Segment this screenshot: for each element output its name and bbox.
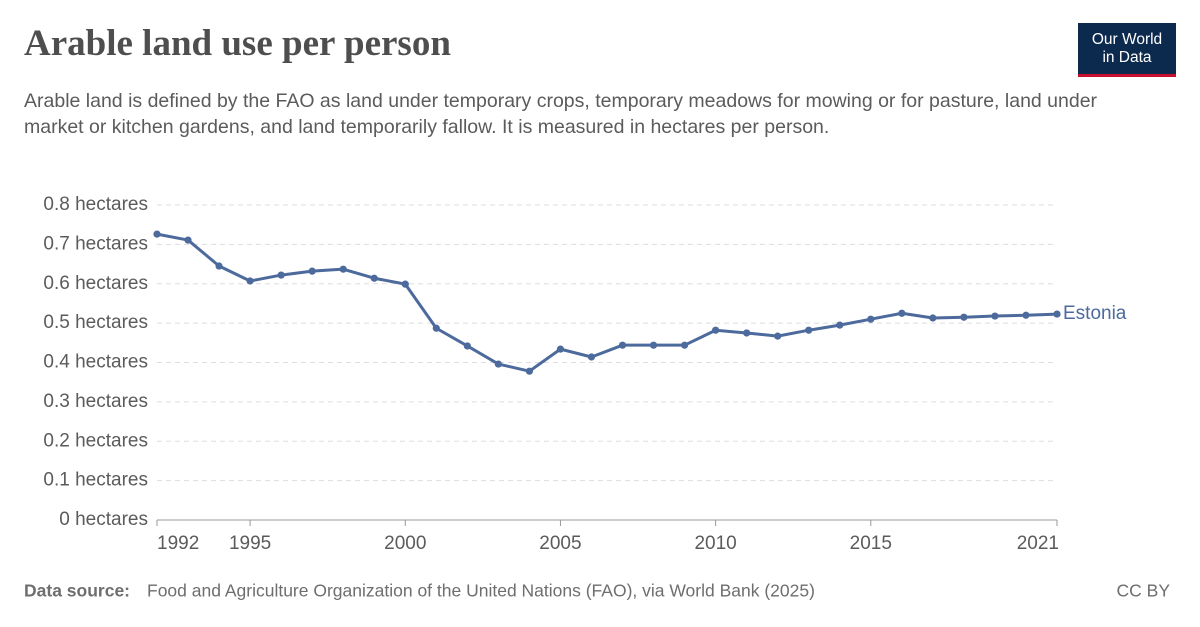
- data-point: [463, 342, 471, 350]
- data-point: [215, 262, 223, 270]
- data-point: [277, 271, 285, 279]
- data-point: [1022, 311, 1030, 319]
- data-point: [867, 315, 875, 323]
- x-tick-label: 2021: [1017, 533, 1059, 554]
- data-point: [649, 341, 658, 349]
- data-point: [339, 265, 347, 273]
- y-tick-label: 0.7 hectares: [43, 233, 148, 254]
- y-tick-label: 0.4 hectares: [43, 352, 148, 373]
- data-point: [184, 236, 192, 244]
- license: CC BY: [1117, 581, 1171, 601]
- data-point: [805, 326, 813, 334]
- data-point: [494, 360, 502, 368]
- data-point: [525, 367, 534, 375]
- x-tick-label: 1995: [229, 533, 271, 554]
- data-point: [370, 274, 378, 282]
- series-label: Estonia: [1063, 303, 1127, 324]
- source-label: Data source:: [24, 581, 130, 601]
- y-tick-label: 0 hectares: [59, 509, 148, 530]
- data-point: [743, 329, 751, 337]
- data-point: [618, 341, 627, 349]
- x-tick-label: 2015: [850, 533, 892, 554]
- data-point: [308, 267, 316, 275]
- x-tick-label: 2005: [539, 533, 581, 554]
- data-point: [836, 321, 844, 329]
- data-point: [680, 341, 689, 349]
- chart-subtitle: Arable land is defined by the FAO as lan…: [24, 90, 1098, 138]
- data-point: [556, 345, 565, 353]
- logo-line: in Data: [1102, 49, 1152, 66]
- data-point: [401, 280, 409, 288]
- logo[interactable]: Our World in Data: [1078, 23, 1176, 77]
- data-point: [587, 353, 596, 361]
- x-tick-label: 2010: [694, 533, 736, 554]
- y-tick-label: 0.8 hectares: [43, 194, 148, 215]
- y-tick-label: 0.5 hectares: [43, 312, 148, 333]
- data-point: [712, 326, 720, 334]
- logo-line: Our World: [1091, 31, 1163, 48]
- x-tick-label: 1992: [157, 533, 199, 554]
- data-point: [960, 313, 968, 321]
- data-point: [991, 312, 999, 320]
- data-point: [929, 314, 937, 322]
- data-point: [432, 324, 440, 332]
- x-tick-label: 2000: [384, 533, 426, 554]
- data-point: [246, 277, 254, 285]
- data-point: [153, 230, 161, 238]
- y-tick-label: 0.6 hectares: [43, 273, 148, 294]
- data-point: [774, 332, 782, 340]
- y-tick-label: 0.3 hectares: [43, 391, 148, 412]
- data-point: [898, 309, 906, 317]
- data-point: [1053, 310, 1061, 318]
- chart-title: Arable land use per person: [24, 23, 451, 64]
- y-tick-label: 0.2 hectares: [43, 430, 148, 451]
- y-tick-label: 0.1 hectares: [43, 470, 148, 491]
- series-line: [156, 232, 1058, 373]
- source: Food and Agriculture Organization of the…: [147, 581, 815, 601]
